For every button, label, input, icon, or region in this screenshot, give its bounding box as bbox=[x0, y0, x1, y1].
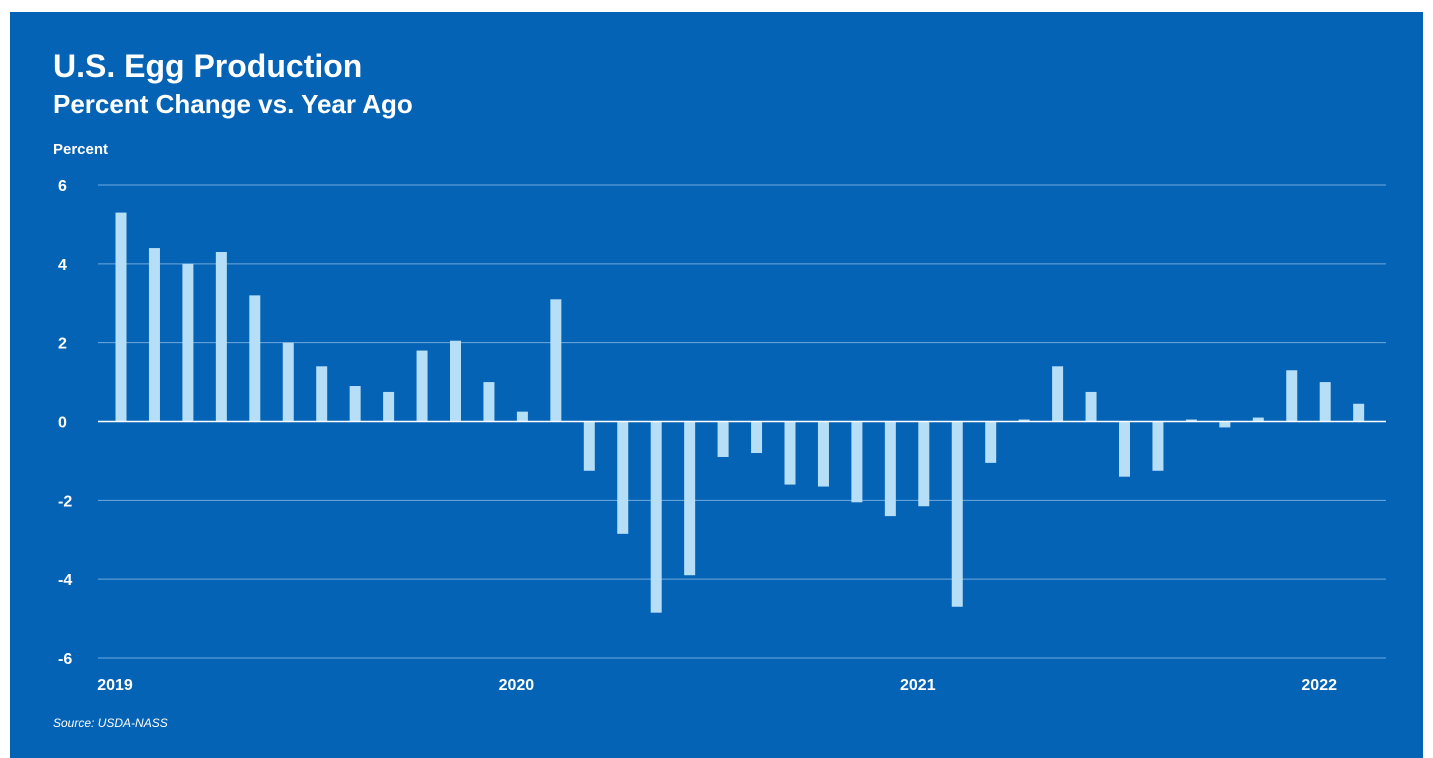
y-tick-label: 6 bbox=[58, 178, 67, 195]
bar bbox=[951, 421, 963, 607]
bar bbox=[851, 421, 863, 503]
chart-panel: U.S. Egg Production Percent Change vs. Y… bbox=[10, 12, 1423, 758]
source-note: Source: USDA-NASS bbox=[53, 716, 168, 730]
y-tick-label: 0 bbox=[58, 415, 67, 432]
bar bbox=[1018, 419, 1030, 422]
bar bbox=[483, 382, 495, 422]
y-tick-label: -2 bbox=[58, 493, 72, 510]
bar bbox=[316, 366, 328, 422]
bar bbox=[1319, 382, 1331, 422]
bar bbox=[450, 340, 461, 422]
x-tick-label: 2019 bbox=[97, 677, 133, 694]
bar bbox=[1119, 421, 1130, 477]
y-axis-label: Percent bbox=[53, 141, 109, 158]
bar bbox=[751, 421, 763, 454]
bar bbox=[383, 391, 395, 422]
bar bbox=[550, 299, 562, 422]
bar bbox=[416, 350, 428, 422]
bar-chart: 6 4 2 0 -2 -4 -6 2019 2020 2021 2022 bbox=[58, 178, 1386, 694]
y-tick-label: -6 bbox=[58, 651, 72, 668]
bars bbox=[115, 212, 1365, 613]
x-tick-label: 2022 bbox=[1301, 677, 1337, 694]
y-tick-label: 4 bbox=[58, 257, 67, 274]
bar bbox=[349, 386, 361, 422]
y-tick-label: 2 bbox=[58, 336, 67, 353]
axes: 6 4 2 0 -2 -4 -6 2019 2020 2021 2022 bbox=[58, 178, 1386, 694]
bar bbox=[148, 248, 160, 422]
bar bbox=[282, 342, 294, 422]
chart-title: U.S. Egg Production bbox=[53, 48, 363, 84]
bar bbox=[182, 263, 194, 422]
bar bbox=[650, 421, 662, 613]
bar bbox=[115, 212, 127, 422]
bar bbox=[1219, 421, 1231, 428]
bar bbox=[1252, 417, 1264, 422]
bar bbox=[884, 421, 896, 517]
bar bbox=[1152, 421, 1164, 471]
bar bbox=[717, 421, 729, 457]
bar bbox=[249, 295, 261, 422]
x-tick-label: 2020 bbox=[499, 677, 535, 694]
gridlines bbox=[98, 184, 1386, 659]
bar bbox=[985, 421, 997, 463]
chart-subtitle: Percent Change vs. Year Ago bbox=[53, 89, 413, 119]
bar bbox=[215, 252, 227, 422]
x-tick-label: 2021 bbox=[900, 677, 936, 694]
bar bbox=[1085, 391, 1097, 422]
bar bbox=[684, 421, 696, 576]
bar bbox=[617, 421, 629, 534]
bar bbox=[1286, 370, 1298, 422]
bar bbox=[583, 421, 595, 471]
bar bbox=[1052, 366, 1064, 422]
y-tick-label: -4 bbox=[58, 572, 72, 589]
bar bbox=[1185, 419, 1197, 422]
bar bbox=[516, 411, 528, 422]
bar bbox=[784, 421, 796, 485]
bar bbox=[1353, 403, 1365, 422]
bar bbox=[918, 421, 930, 507]
bar bbox=[817, 421, 829, 487]
